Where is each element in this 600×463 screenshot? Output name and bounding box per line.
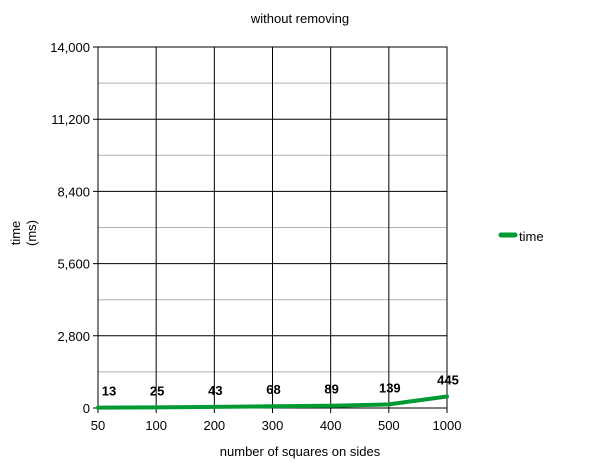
y-tick-label: 8,400 (57, 184, 90, 199)
y-tick-label: 11,200 (51, 112, 90, 127)
x-tick-label: 500 (378, 418, 400, 433)
y-tick-label: 5,600 (57, 257, 90, 272)
x-tick-label: 200 (203, 418, 225, 433)
grid (93, 46, 448, 413)
x-tick-label: 400 (320, 418, 342, 433)
data-label: 13 (102, 384, 116, 399)
series-line-time (96, 394, 449, 410)
legend: time (498, 229, 544, 244)
x-tick-label: 1000 (433, 418, 462, 433)
x-axis-ticks: 50 100 200 300 400 500 1000 (91, 418, 462, 433)
x-tick-label: 50 (91, 418, 105, 433)
data-label: 445 (437, 373, 459, 388)
chart-title: without removing (250, 11, 349, 26)
series-group (96, 394, 449, 410)
data-labels: 13 25 43 68 89 139 445 (102, 373, 459, 399)
legend-label: time (519, 229, 544, 244)
y-axis-label-line-1: time (8, 221, 23, 246)
y-axis-label: time (ms) (8, 220, 39, 246)
data-label: 68 (266, 382, 280, 397)
y-tick-label: 14,000 (50, 40, 90, 55)
data-label: 89 (324, 382, 338, 397)
data-label: 139 (379, 380, 401, 395)
y-tick-label: 0 (83, 401, 90, 416)
x-axis-label: number of squares on sides (220, 444, 381, 459)
y-tick-label: 2,800 (57, 329, 90, 344)
data-label: 43 (208, 383, 222, 398)
x-tick-label: 100 (145, 418, 167, 433)
x-tick-label: 300 (262, 418, 284, 433)
y-axis-ticks: 0 2,800 5,600 8,400 11,200 14,000 (50, 40, 90, 416)
data-label: 25 (150, 383, 164, 398)
y-axis-label-line-2: (ms) (24, 220, 39, 246)
